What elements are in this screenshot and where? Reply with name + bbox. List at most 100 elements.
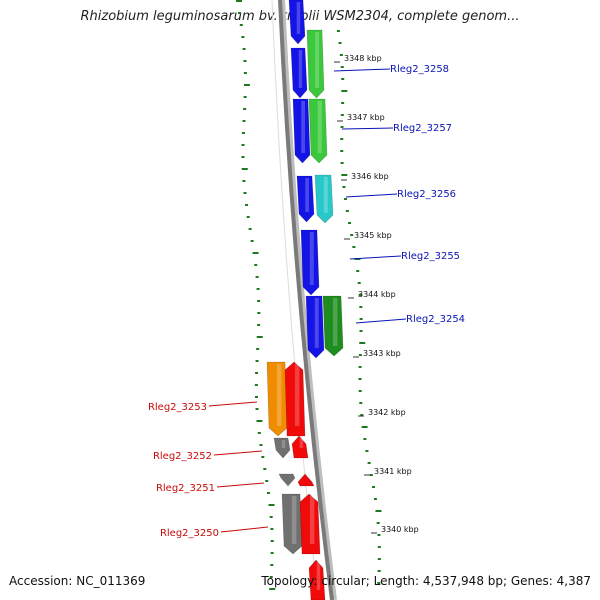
gene-labels: Rleg2_3258 Rleg2_3257 Rleg2_3256 Rleg2_3255… [148,64,465,539]
skew-dot-left [243,72,247,74]
skew-dot-left [270,552,274,554]
skew-dot-left [268,504,275,506]
gene-arrow-red-shade [299,438,304,448]
skew-dot-left [255,372,259,374]
gene-arrow-cyan-shade [323,177,328,213]
gene-arrow-green [306,29,325,99]
skew-dot-right [347,222,351,224]
skew-dot-left [267,492,271,494]
gene-arrow-gray [278,473,296,487]
gene-label-left: Rleg2_3251 [156,483,215,494]
skew-dot-left [265,480,269,482]
skew-dot-left [256,336,263,338]
skew-dot-left [241,132,245,134]
skew-dot-right [341,78,345,80]
skew-dot-left [242,180,246,182]
gene-arrow-red [291,435,309,459]
tick-label: 3340 kbp [381,525,419,534]
skew-dot-left [237,12,241,14]
leader-line [341,127,394,130]
gene-arrow-blue [288,0,306,45]
skew-dot-left [246,216,250,218]
gene-arrow-blue-shade [301,101,305,153]
gene-arrow-red [297,473,315,487]
gene-label-left: Rleg2_3252 [153,451,212,462]
gene-arrow-orange-shade [276,364,282,426]
gene-arrow-red-shade [309,496,315,544]
skew-dot-right [358,294,362,296]
leader-line [208,401,258,407]
skew-dot-left [254,384,258,386]
skew-dot-right [358,354,362,356]
skew-dot-left [243,60,247,62]
skew-dot-right [341,90,348,92]
skew-dot-right [352,246,356,248]
gene-arrow-red-shade [316,562,321,590]
skew-dot-right [358,366,362,368]
skew-dot-left [241,156,245,158]
gene-label-right: Rleg2_3254 [406,314,465,325]
gene-arrow-green-shade [317,101,322,153]
tick-label: 3342 kbp [368,408,406,417]
skew-dot-right [371,486,375,488]
leader-line [333,68,391,72]
genome-summary-text: Topology: circular; Length: 4,537,948 bp… [261,574,591,588]
gene-features [266,0,344,600]
skew-dot-left [248,228,252,230]
skew-dot-right [336,30,340,32]
skew-dot-right [359,402,363,404]
gene-arrow-blue [305,295,325,359]
skew-dot-right [345,210,349,212]
gene-arrow-blue [296,175,315,223]
skew-dot-left [257,312,261,314]
skew-dot-right [377,582,381,584]
gene-arrow-green [308,98,328,164]
skew-dot-left [263,468,267,470]
leader-line [345,193,398,198]
skew-dot-right [340,126,344,128]
skew-dot-right [357,282,361,284]
gene-arrow-darkgreen [322,295,344,357]
skew-dot-right [377,570,381,572]
leader-line [349,255,402,260]
leader-line [213,450,263,456]
skew-dot-right [359,330,363,332]
skew-dot-left [243,84,250,86]
skew-dot-left [261,456,265,458]
skew-dot-right [360,414,364,416]
skew-dot-left [236,0,242,2]
skew-dot-right [376,522,380,524]
skew-dot-right [340,114,344,116]
skew-dot-right [363,438,367,440]
gene-arrow-blue-shade [309,232,314,285]
tick-label: 3341 kbp [374,467,412,476]
skew-dot-right [340,66,344,68]
tick-label: 3346 kbp [351,172,389,181]
skew-dot-left [255,360,259,362]
gene-arrow-darkgreen-shade [332,298,338,346]
gene-arrow-gray [273,437,291,459]
skew-dot-right [359,342,366,344]
gene-label-right: Rleg2_3255 [401,251,460,262]
gene-arrow-gray [281,493,303,555]
gc-skew-track [236,0,382,590]
gene-arrow-red [284,361,306,437]
skew-dot-left [241,36,245,38]
skew-dot-right [373,498,377,500]
tick-label: 3345 kbp [354,231,392,240]
skew-dot-left [243,96,247,98]
skew-dot-right [340,162,344,164]
skew-dot-left [257,432,261,434]
skew-dot-left [239,24,243,26]
skew-dot-right [340,150,344,152]
gene-arrow-blue [300,229,320,296]
tick-label: 3343 kbp [363,349,401,358]
skew-dot-right [377,534,381,536]
skew-dot-right [369,474,373,476]
skew-dot-right [358,378,362,380]
skew-dot-left [254,264,258,266]
gene-arrow-gray-shade [291,496,297,544]
backbone-line [278,0,334,600]
skew-dot-left [256,348,260,350]
